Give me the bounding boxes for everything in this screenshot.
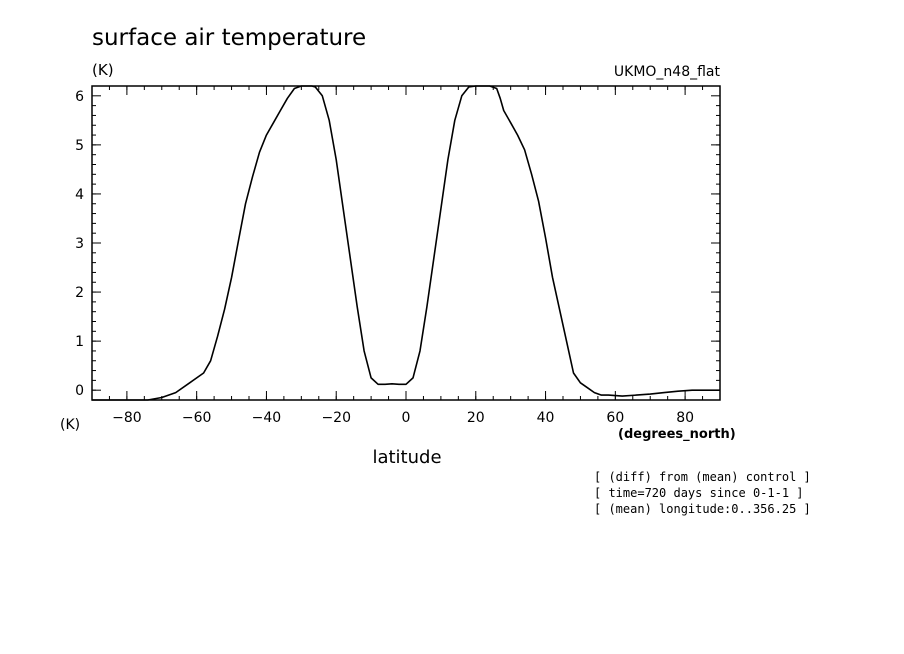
y-tick-labels: 0 1 2 3 4 5 6 [75,89,84,399]
plot-frame [91,85,721,401]
y-tick-label: 1 [75,334,84,350]
x-tick-label: −20 [321,410,351,426]
x-tick-label: −80 [112,410,142,426]
x-tick-label: 0 [402,410,411,426]
minor-ticks [91,86,721,400]
x-tick-label: 60 [606,410,624,426]
x-axis-label: latitude [372,447,441,468]
series-line [92,85,720,401]
x-tick-labels: −80 −60 −40 −20 0 20 40 60 80 [112,410,694,426]
note-line-2: [ time=720 days since 0-1-1 ] [594,486,804,500]
chart-title: surface air temperature [92,25,366,51]
y-tick-label: 3 [75,236,84,252]
x-tick-label: 80 [676,410,694,426]
y-tick-label: 2 [75,285,84,301]
x-tick-label: −60 [182,410,212,426]
major-ticks [92,86,720,400]
note-line-3: [ (mean) longitude:0..356.25 ] [594,502,811,516]
note-line-1: [ (diff) from (mean) control ] [594,470,811,484]
y-tick-label: 4 [75,187,84,203]
y-tick-label: 0 [75,383,84,399]
x-tick-label: 40 [537,410,555,426]
model-label: UKMO_n48_flat [614,64,721,80]
y-tick-label: 5 [75,138,84,154]
y-unit-bottom: (K) [60,417,80,433]
x-tick-label: −40 [252,410,282,426]
x-unit-label: (degrees_north) [618,427,736,442]
y-unit-top: (K) [92,61,114,79]
x-tick-label: 20 [467,410,485,426]
y-tick-label: 6 [75,89,84,105]
